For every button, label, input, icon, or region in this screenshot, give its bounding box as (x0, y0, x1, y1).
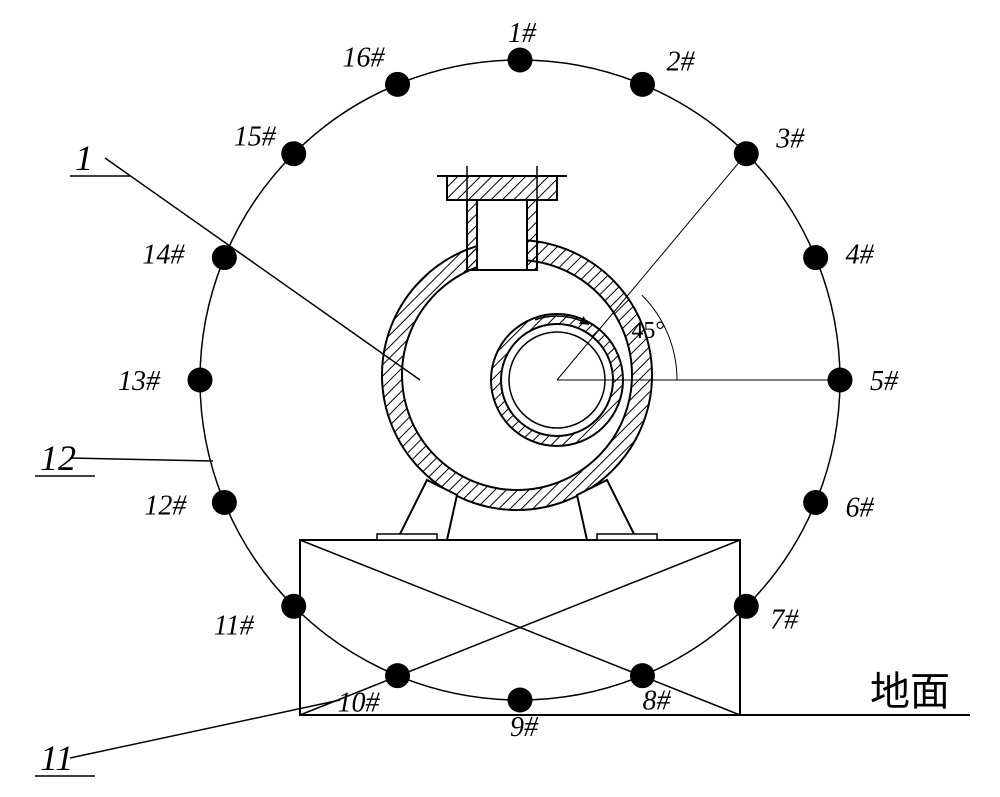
callout-label: 12 (40, 438, 76, 478)
ground-label: 地面 (870, 669, 950, 714)
point-label: 15# (234, 122, 277, 153)
point-label: 7# (770, 604, 799, 635)
measurement-point (734, 594, 759, 619)
point-label: 16# (343, 42, 386, 73)
diagram-root: 地面 45° 1# 2# 3# 4# 5# 6# 7# 8# 9# 10# 11# 12# 13# 14#… (0, 0, 1000, 797)
point-label: 8# (642, 686, 671, 717)
point-label: 3# (775, 124, 805, 155)
point-label: 1# (508, 18, 537, 49)
measurement-point (281, 594, 306, 619)
measurement-point (188, 368, 213, 393)
measurement-point (281, 141, 306, 166)
measurement-point (385, 72, 410, 97)
measurement-point (212, 490, 237, 515)
point-label: 9# (510, 712, 539, 743)
point-label: 5# (870, 366, 899, 397)
point-label: 2# (666, 46, 695, 77)
point-label: 10# (338, 688, 381, 719)
measurement-point (734, 141, 759, 166)
measurement-point (803, 490, 828, 515)
angle-label: 45° (631, 318, 665, 344)
measurement-point (630, 72, 655, 97)
measurement-point (508, 688, 533, 713)
measurement-point (803, 245, 828, 270)
callout-label: 11 (40, 738, 73, 778)
point-label: 4# (846, 240, 875, 271)
measurement-point (508, 48, 533, 73)
measurement-point (630, 663, 655, 688)
point-label: 13# (118, 366, 161, 397)
callout-label: 1 (75, 138, 93, 178)
point-label: 12# (144, 490, 187, 521)
measurement-point (385, 663, 410, 688)
measurement-point (828, 368, 853, 393)
pump-cross-section (377, 166, 657, 540)
callouts: 1 12 11 (35, 138, 420, 778)
point-label: 11# (214, 610, 255, 641)
point-label: 6# (846, 492, 875, 523)
point-label: 14# (142, 240, 185, 271)
